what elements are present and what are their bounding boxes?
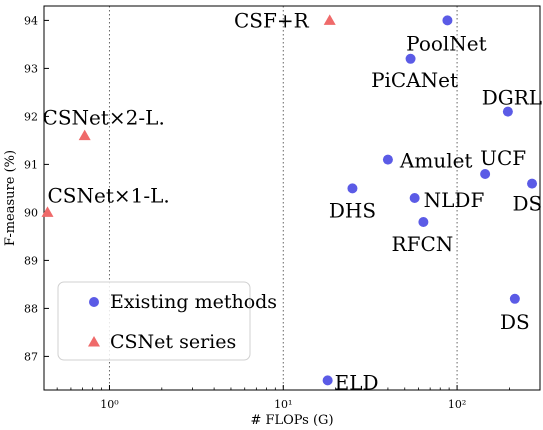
x-tick-label: 10²	[448, 398, 466, 411]
y-tick-label: 91	[24, 158, 38, 171]
y-tick-label: 93	[24, 62, 38, 75]
y-tick-label: 94	[24, 14, 38, 27]
csnet-point	[41, 206, 54, 217]
legend-box	[57, 281, 251, 361]
existing-method-point	[442, 15, 453, 26]
point-label: CSNet×1-L.	[48, 183, 170, 207]
legend-entries: Existing methods CSNet series	[88, 291, 277, 353]
point-label: NLDF	[424, 188, 485, 212]
y-axis-label: F-measure (%)	[3, 150, 18, 246]
legend-triangle-marker	[88, 336, 100, 347]
legend-label: Existing methods	[110, 291, 277, 313]
legend-label: CSNet series	[110, 331, 236, 353]
x-tick-label: 10⁰	[100, 398, 119, 411]
existing-method-point	[382, 154, 393, 165]
axis-ticks: 10⁰ 10¹ 10² 87 88 89 90 91 92 93 94	[24, 14, 541, 411]
point-label: Amulet	[399, 149, 473, 173]
existing-method-point	[347, 183, 358, 194]
existing-method-point	[418, 217, 429, 227]
point-label: CSNet×2-L.	[43, 106, 165, 130]
data-points: PoolNet PiCANet DGRL Amulet UCF DSS DHS NLDF RFC…	[41, 8, 543, 394]
point-label: DHS	[329, 198, 376, 222]
y-tick-label: 92	[24, 110, 38, 123]
point-label: DS	[500, 310, 530, 334]
y-tick-label: 89	[24, 254, 38, 267]
legend: Existing methods CSNet series	[57, 281, 277, 361]
point-label: UCF	[480, 146, 526, 170]
point-label: PiCANet	[371, 68, 458, 92]
x-axis-label: # FLOPs (G)	[250, 413, 333, 428]
plot-frame	[43, 5, 541, 391]
y-tick-label: 87	[24, 350, 38, 363]
csnet-point	[78, 129, 91, 141]
existing-method-point	[502, 106, 513, 117]
legend-circle-marker	[89, 297, 99, 307]
y-tick-label: 88	[24, 302, 38, 315]
point-label: DGRL	[482, 86, 542, 110]
csnet-point	[323, 14, 336, 25]
existing-method-point	[509, 293, 520, 304]
point-label: RFCN	[392, 232, 454, 256]
existing-method-point	[480, 169, 491, 179]
point-label: PoolNet	[406, 31, 487, 55]
existing-method-point	[322, 375, 333, 386]
existing-method-point	[527, 178, 538, 189]
point-label: CSF+R	[234, 8, 310, 32]
existing-method-point	[405, 53, 416, 64]
x-tick-label: 10¹	[274, 398, 292, 411]
y-tick-label: 90	[24, 206, 38, 219]
existing-method-point	[409, 193, 420, 203]
point-label: ELD	[335, 370, 379, 394]
point-label: DSS	[513, 192, 543, 216]
